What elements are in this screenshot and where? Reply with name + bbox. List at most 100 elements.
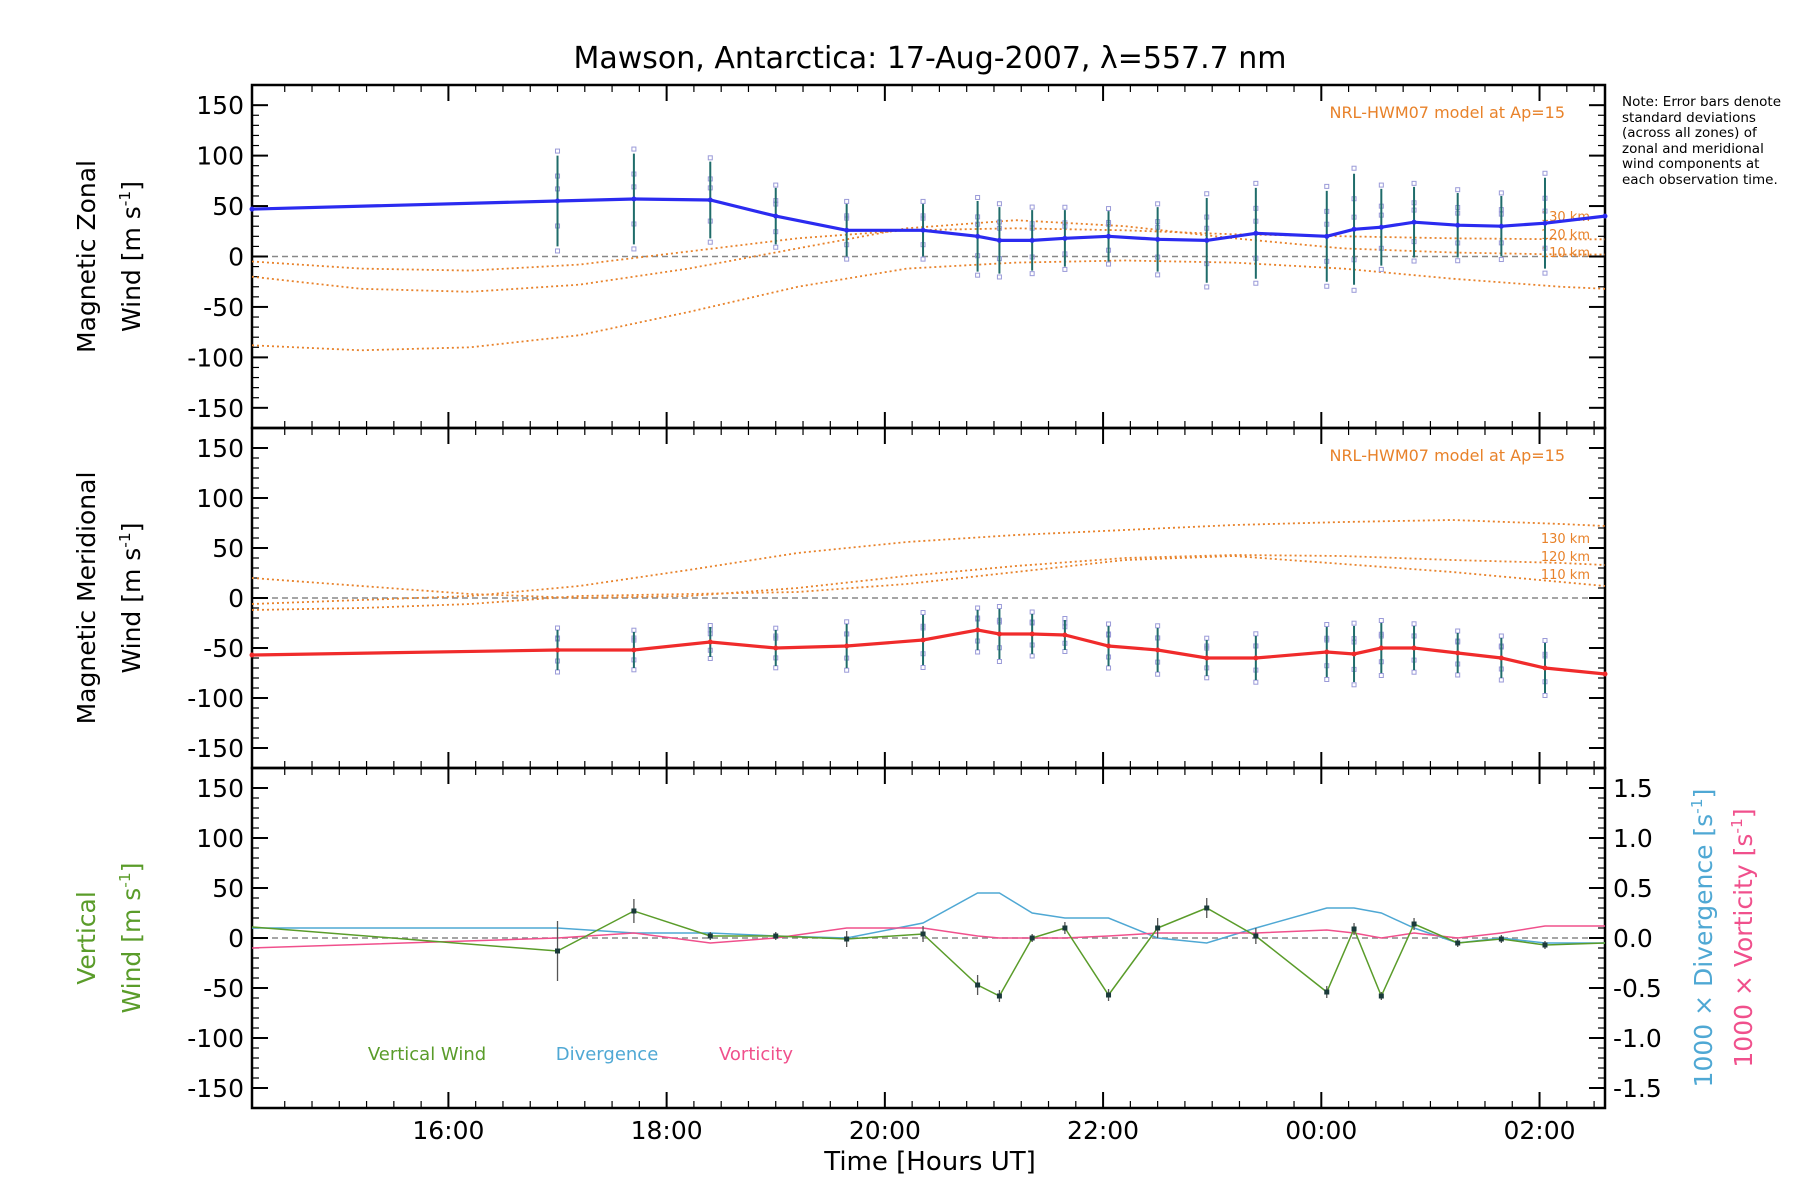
data-point xyxy=(1411,645,1417,651)
sample-marker xyxy=(1155,623,1161,629)
sample-marker xyxy=(1542,170,1548,176)
sample-marker xyxy=(1062,266,1068,272)
sample-marker xyxy=(1411,180,1417,186)
altitude-label: 120 km xyxy=(1541,550,1590,565)
sample-marker xyxy=(555,625,561,631)
panel-vertical: 150 100 50 0 -50 -100 -150 Vertical Wind [m s-1]… xyxy=(72,766,1758,1110)
data-point xyxy=(996,237,1002,243)
sample-marker xyxy=(773,244,779,250)
data-point xyxy=(1155,647,1161,653)
vertical-wind-point xyxy=(555,948,561,954)
data-point xyxy=(1351,226,1357,232)
sample-marker xyxy=(1498,257,1504,263)
x-tick-label: 16:00 xyxy=(412,1116,484,1145)
sample-marker xyxy=(1378,266,1384,272)
sample-marker xyxy=(1029,653,1035,659)
sample-marker xyxy=(631,246,637,252)
model-label: NRL-HWM07 model at Ap=15 xyxy=(1329,446,1565,465)
sample-marker xyxy=(1062,616,1068,621)
sample-marker xyxy=(1029,204,1035,210)
sample-marker xyxy=(1378,618,1384,623)
y2-tick-label: 0.0 xyxy=(1613,924,1653,953)
sample-marker xyxy=(707,656,713,661)
data-point xyxy=(1253,655,1259,661)
y-axis-label-line1: Vertical xyxy=(72,891,101,985)
y-tick-label: -150 xyxy=(187,734,244,763)
sample-marker xyxy=(844,198,850,204)
sample-marker xyxy=(1106,665,1112,671)
x-tick-label: 18:00 xyxy=(631,1116,703,1145)
sample-marker xyxy=(1062,204,1068,210)
sample-marker xyxy=(1253,631,1259,637)
legend-item: Divergence xyxy=(556,1044,659,1065)
vertical-wind-point xyxy=(1455,940,1461,946)
vertical-wind-point xyxy=(1155,925,1161,931)
sample-marker xyxy=(1498,677,1504,683)
model-curve-110-km xyxy=(251,555,1606,611)
data-point xyxy=(844,227,850,233)
data-point xyxy=(1351,651,1357,657)
data-point xyxy=(1602,213,1608,219)
y-axis-label-line2: Wind [m s-1] xyxy=(116,862,146,1013)
sample-marker xyxy=(773,182,779,188)
sample-marker xyxy=(707,623,713,628)
sample-marker xyxy=(1106,206,1112,212)
sample-marker xyxy=(1378,673,1384,678)
data-point xyxy=(1498,655,1504,661)
model-curve-130-km xyxy=(251,219,1605,293)
x-tick-label: 20:00 xyxy=(849,1116,921,1145)
model-label: NRL-HWM07 model at Ap=15 xyxy=(1329,103,1565,122)
y-tick-label: 100 xyxy=(196,824,244,853)
model-curve-130-km xyxy=(251,519,1606,605)
sample-marker xyxy=(1204,284,1210,290)
sample-marker xyxy=(1155,272,1161,278)
data-point xyxy=(1253,230,1259,236)
y-tick-label: -150 xyxy=(187,394,244,423)
sample-marker xyxy=(1106,261,1112,267)
sample-marker xyxy=(707,239,713,245)
vertical-wind-point xyxy=(1253,933,1259,939)
model-curve-110-km xyxy=(251,259,1606,352)
data-point xyxy=(631,196,637,202)
sample-marker xyxy=(844,667,850,673)
time-axis: Time [Hours UT] 16:00 18:00 20:00 22:00 00:0… xyxy=(412,1116,1575,1177)
y-tick-label: 150 xyxy=(196,434,244,463)
data-point xyxy=(555,198,561,204)
sample-marker xyxy=(1204,191,1210,197)
sample-marker xyxy=(631,667,637,673)
sample-marker xyxy=(1542,638,1548,643)
data-point xyxy=(1062,235,1068,241)
y-tick-label: 0 xyxy=(228,243,244,272)
y-tick-label: 100 xyxy=(196,142,244,171)
x-tick-label: 02:00 xyxy=(1504,1116,1576,1145)
sample-marker xyxy=(1542,270,1548,276)
sample-marker xyxy=(1378,182,1384,188)
y-tick-label: 50 xyxy=(212,534,244,563)
model-curve-120-km xyxy=(251,227,1605,272)
data-point xyxy=(1204,655,1210,661)
x-tick-label: 00:00 xyxy=(1285,1116,1357,1145)
sample-marker xyxy=(1155,671,1161,677)
sample-marker xyxy=(1542,693,1548,698)
data-point xyxy=(844,643,850,649)
vertical-wind-point xyxy=(1029,935,1035,941)
sample-marker xyxy=(707,155,713,161)
data-point xyxy=(920,637,926,643)
sample-marker xyxy=(975,194,981,200)
data-point xyxy=(1542,220,1548,226)
sample-marker xyxy=(1411,621,1417,627)
sample-marker xyxy=(975,605,981,611)
vertical-wind-point xyxy=(1204,905,1210,911)
y2-tick-label: -0.5 xyxy=(1613,974,1662,1003)
data-point xyxy=(920,227,926,233)
sample-marker xyxy=(920,256,926,262)
x-tick-label: 22:00 xyxy=(1067,1116,1139,1145)
data-point xyxy=(1155,236,1161,242)
sample-marker xyxy=(844,619,850,625)
data-point xyxy=(1542,665,1548,671)
y-axis-label-line1: Magnetic Zonal xyxy=(72,160,101,353)
y-axis-label-line1: Magnetic Meridional xyxy=(72,472,101,725)
sample-marker xyxy=(555,148,561,154)
vorticity-line xyxy=(251,925,1605,949)
